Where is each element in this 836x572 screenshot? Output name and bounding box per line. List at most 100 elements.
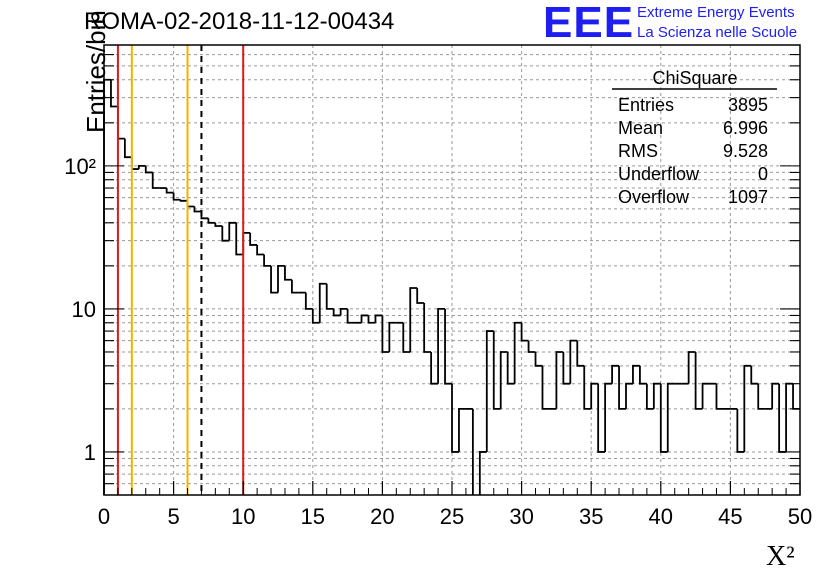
- histogram-bin: [249, 232, 258, 246]
- histogram-bin: [444, 308, 452, 385]
- histogram-bin: [792, 383, 800, 410]
- histogram-bin: [562, 351, 571, 385]
- histogram-bin: [576, 340, 585, 367]
- histogram-bin: [130, 157, 139, 170]
- histogram-bin: [506, 351, 515, 385]
- histogram-bin: [583, 365, 592, 410]
- histogram-bin: [409, 287, 418, 352]
- histogram-bin: [284, 265, 292, 281]
- histogram-bin: [694, 351, 703, 410]
- histogram-bin: [743, 364, 752, 452]
- histogram-bin: [165, 188, 174, 194]
- histogram-bin: [388, 321, 397, 352]
- histogram-bin: [256, 244, 265, 256]
- stats-value-rms: 9.528: [723, 141, 768, 161]
- x-tick-label: 40: [649, 504, 673, 529]
- histogram-bin: [416, 288, 425, 304]
- x-tick-label: 0: [98, 504, 110, 529]
- histogram-bin: [214, 222, 223, 227]
- histogram-bin: [221, 225, 230, 242]
- histogram-bin: [785, 382, 794, 452]
- histogram-bin: [367, 315, 376, 324]
- histogram-bin: [750, 365, 759, 385]
- histogram-bin: [687, 351, 696, 384]
- histogram-bin: [520, 322, 529, 342]
- stats-value-entries: 3895: [728, 95, 768, 115]
- histogram-bin: [659, 383, 668, 453]
- histogram-bin: [381, 315, 390, 353]
- histogram-bin: [242, 231, 251, 255]
- stats-label-underflow: Underflow: [618, 164, 700, 184]
- histogram-bin: [423, 302, 432, 353]
- histogram-bin: [137, 164, 146, 170]
- histogram-bin: [193, 206, 202, 213]
- x-tick-label: 20: [370, 504, 394, 529]
- chart-title: ROMA-02-2018-11-12-00434: [84, 8, 395, 35]
- histogram-bin: [291, 279, 299, 294]
- x-tick-label: 35: [579, 504, 603, 529]
- stats-label-entries: Entries: [618, 95, 674, 115]
- histogram-bin: [736, 408, 745, 453]
- histogram-bin: [492, 331, 501, 410]
- histogram-bin: [360, 314, 369, 323]
- histogram-bin: [478, 451, 487, 495]
- histogram-bin: [590, 382, 599, 409]
- stats-label-mean: Mean: [618, 118, 663, 138]
- stats-box-name: ChiSquare: [652, 68, 737, 88]
- histogram-bin: [346, 308, 355, 324]
- histogram-bin: [172, 192, 181, 201]
- histogram-bin: [458, 407, 466, 452]
- histogram-bin: [318, 282, 327, 323]
- histogram-bin: [277, 264, 285, 293]
- histogram-bin: [437, 308, 446, 384]
- x-tick-label: 10: [231, 504, 255, 529]
- histogram-bin: [715, 383, 724, 410]
- histogram-bin: [555, 351, 564, 409]
- histogram-bin: [332, 308, 341, 317]
- y-axis-label: Entries/bin: [81, 10, 111, 133]
- stats-value-overflow: 1097: [728, 187, 768, 207]
- stats-label-rms: RMS: [618, 141, 658, 161]
- y-tick-label: 10: [72, 297, 96, 322]
- x-tick-label: 30: [509, 504, 533, 529]
- histogram-bin: [228, 221, 237, 241]
- histogram-bin: [611, 364, 620, 384]
- histogram-bin: [110, 79, 118, 108]
- eee-logo: EEE: [543, 0, 635, 47]
- histogram-bin: [541, 365, 550, 410]
- stats-box: ChiSquare Entries 3895 Mean 6.996 RMS 9.…: [612, 68, 777, 207]
- histogram-bin: [513, 321, 522, 384]
- histogram-bin: [639, 365, 647, 385]
- histogram-bin: [757, 383, 766, 410]
- stats-value-mean: 6.996: [723, 118, 768, 138]
- histogram-bin: [771, 382, 780, 409]
- y-tick-label: 1: [84, 440, 96, 465]
- histogram-bin: [235, 222, 244, 256]
- histogram-bin: [123, 138, 132, 159]
- histogram-bin: [304, 292, 313, 310]
- histogram-bin: [325, 283, 334, 310]
- y-tick-label: 10²: [64, 154, 96, 179]
- histogram-bin: [451, 383, 459, 453]
- axis-ticks: 0 5 10 15 20 25 30 35 40 45 50 1 10 10²: [64, 54, 812, 529]
- histogram-bin: [569, 339, 578, 384]
- histogram-bin: [499, 351, 508, 409]
- stats-label-overflow: Overflow: [618, 187, 690, 207]
- histogram-bin: [534, 351, 543, 367]
- histogram-bin: [625, 382, 633, 409]
- eee-logo-line1: Extreme Energy Events: [637, 4, 795, 21]
- histogram-bin: [144, 165, 153, 174]
- histogram-bin: [430, 351, 439, 385]
- histogram-bin: [151, 172, 160, 189]
- eee-logo-line2: La Scienza nelle Scuole: [637, 24, 798, 41]
- histogram-bin: [200, 211, 209, 220]
- x-tick-label: 50: [788, 504, 812, 529]
- x-tick-label: 5: [167, 504, 179, 529]
- histogram-bin: [311, 308, 320, 324]
- histogram-bin: [186, 200, 195, 208]
- histogram-bin: [207, 218, 216, 224]
- histogram-bin: [103, 78, 111, 495]
- histogram-bin: [597, 383, 606, 453]
- histogram-bin: [618, 365, 626, 410]
